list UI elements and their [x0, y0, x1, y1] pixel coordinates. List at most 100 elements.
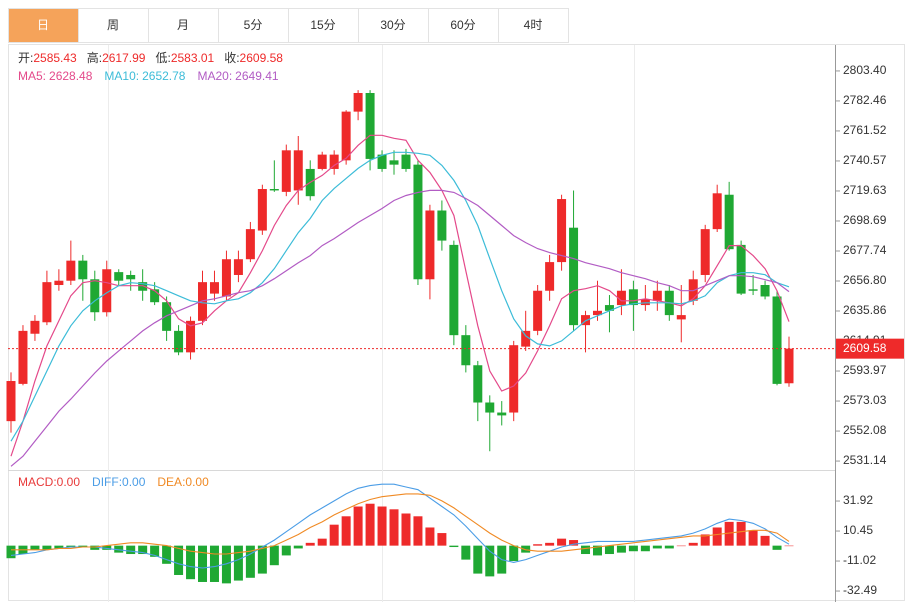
candle-body — [353, 93, 363, 112]
y-tick-label: 2803.40 — [843, 63, 887, 77]
candle-body — [341, 111, 351, 161]
candle-body — [138, 282, 148, 291]
candle-body — [425, 210, 435, 280]
ohlc-label: 开: — [18, 51, 33, 65]
candle-body — [616, 290, 626, 306]
macd-bar — [676, 545, 686, 547]
y-tick-label: -11.02 — [843, 553, 876, 567]
macd-bar — [569, 540, 579, 546]
macd-bar — [186, 545, 196, 580]
candle-body — [724, 194, 734, 250]
macd-bar — [162, 545, 172, 564]
candle-body — [150, 289, 160, 303]
tab[interactable] — [428, 8, 499, 43]
candle-body — [437, 210, 447, 241]
tab[interactable] — [148, 8, 219, 43]
macd-bar — [126, 545, 136, 555]
tab-label[interactable]: 周 — [107, 18, 119, 32]
tab[interactable] — [8, 8, 79, 43]
candle-body — [521, 330, 531, 347]
macd-bar — [652, 545, 662, 549]
ohlc-label: 高: — [87, 50, 102, 65]
macd-bar — [473, 545, 483, 574]
macd-bar — [700, 534, 710, 546]
candle-body — [257, 189, 267, 231]
tab-label[interactable]: 日 — [37, 18, 49, 32]
macd-bar — [221, 545, 231, 584]
candle-body — [162, 302, 172, 331]
macd-bar — [353, 506, 363, 546]
ma-line — [10, 151, 790, 442]
tab-label[interactable]: 60分 — [450, 18, 475, 32]
tab[interactable] — [288, 8, 359, 43]
candle-body — [485, 402, 495, 413]
frame — [8, 44, 905, 601]
candle-body — [748, 289, 758, 291]
macd-bar — [581, 545, 591, 555]
tab-label[interactable]: 15分 — [310, 18, 335, 32]
macd-bar — [736, 521, 746, 546]
candle-body — [533, 290, 543, 331]
tab-label[interactable]: 30分 — [380, 18, 405, 32]
candle-body — [604, 305, 614, 311]
macd-bar — [198, 545, 208, 582]
candle-body — [377, 154, 387, 169]
macd-bar — [305, 542, 315, 546]
tab-label[interactable]: 4时 — [524, 18, 543, 32]
macd-bar — [712, 527, 722, 546]
candle-body — [509, 345, 519, 413]
ma-line — [10, 134, 790, 457]
macd-bar — [102, 545, 112, 550]
tab-label[interactable]: 月 — [177, 18, 189, 32]
ohlc-value: 2617.99 — [102, 51, 146, 65]
ohlc-label: 收: — [224, 51, 239, 65]
macd-bar — [413, 516, 423, 546]
candle-body — [42, 282, 52, 323]
candle-body — [221, 259, 231, 297]
macd-bar — [401, 513, 411, 546]
macd-bar — [54, 545, 64, 549]
macd-bar — [628, 545, 638, 552]
ohlc-label: 低: — [155, 51, 170, 65]
macd-bar — [269, 545, 279, 566]
candle-body — [545, 262, 555, 291]
price-tag — [836, 338, 904, 359]
macd-bar — [329, 524, 339, 546]
legend-value: 0.00 — [185, 475, 209, 489]
macd-bar — [30, 545, 40, 550]
y-tick-label: 2761.52 — [843, 123, 887, 137]
legend-name: MACD: — [18, 475, 57, 489]
macd-bar — [724, 521, 734, 546]
macd-line — [10, 483, 790, 569]
y-tick-label: -32.49 — [843, 583, 877, 597]
y-tick-label: 2531.14 — [843, 453, 887, 467]
macd-bar — [281, 545, 291, 556]
y-tick-label: 31.92 — [843, 493, 873, 507]
macd-bar — [533, 544, 543, 546]
macd-bar — [425, 527, 435, 546]
y-tick-label: 2656.80 — [843, 273, 887, 287]
y-tick-label: 2677.74 — [843, 243, 887, 257]
candle-body — [688, 279, 698, 301]
macd-bar — [42, 545, 52, 550]
candle-body — [293, 150, 303, 191]
candle-body — [401, 154, 411, 169]
candle-body — [174, 330, 184, 353]
tab[interactable] — [358, 8, 429, 43]
macd-bar — [772, 545, 782, 550]
legend-name: DIFF: — [92, 475, 122, 489]
candle-body — [102, 269, 112, 313]
tab-label[interactable]: 5分 — [244, 18, 263, 32]
candle-body — [186, 320, 196, 353]
macd-bar — [521, 545, 531, 553]
candle-body — [114, 272, 124, 281]
candle-body — [449, 244, 459, 336]
macd-bar — [245, 545, 255, 578]
legend-value: 0.00 — [57, 475, 81, 489]
tab[interactable] — [78, 8, 149, 43]
macd-bar — [784, 545, 794, 547]
candle-body — [784, 348, 794, 384]
tab[interactable] — [498, 8, 569, 43]
candle-body — [90, 279, 100, 313]
y-tick-label: 2635.86 — [843, 303, 887, 317]
